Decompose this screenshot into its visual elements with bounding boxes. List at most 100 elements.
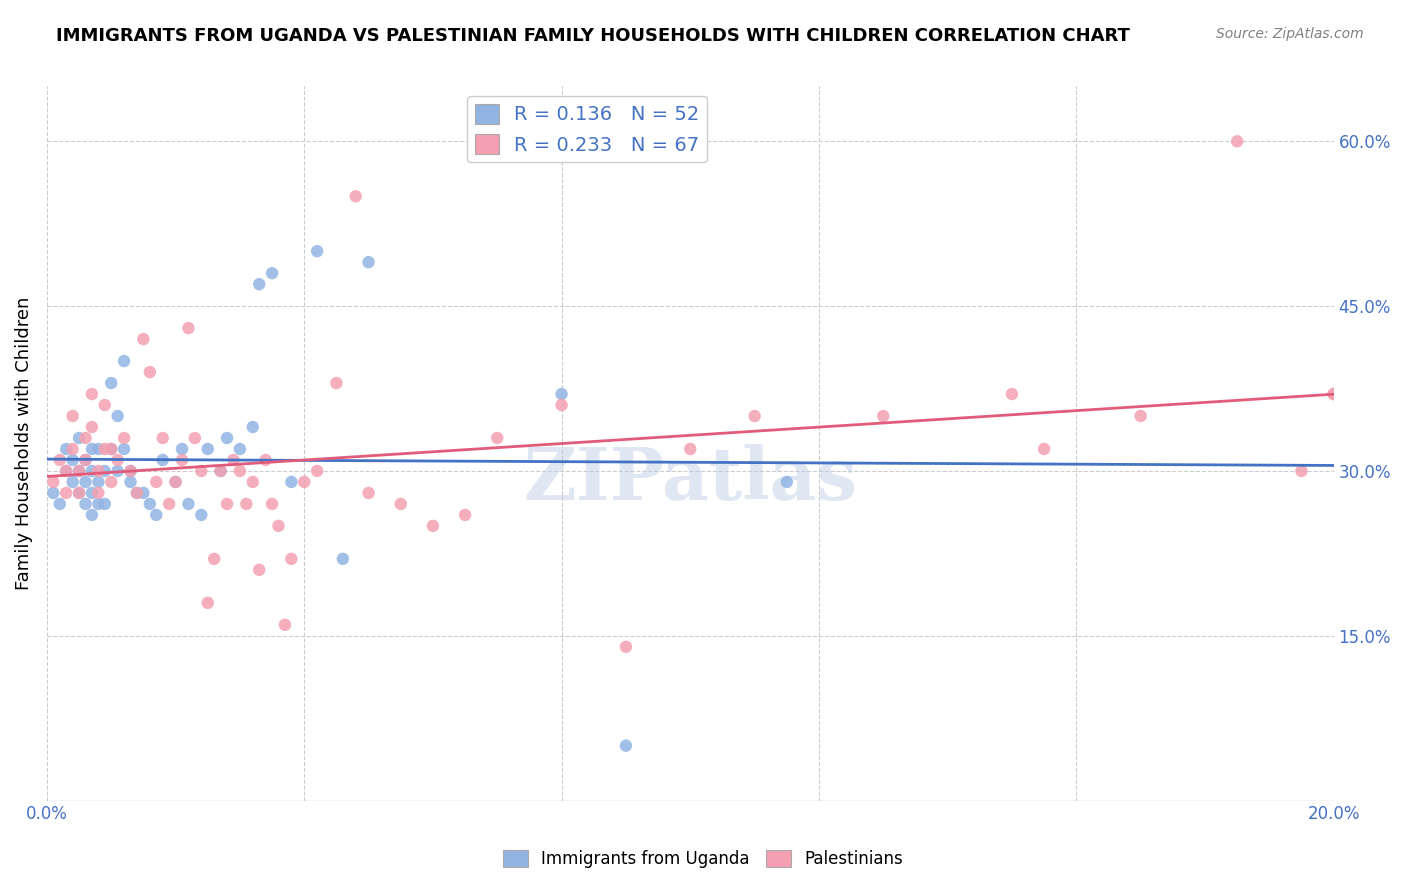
- Point: [107, 464, 129, 478]
- Point: [152, 431, 174, 445]
- Point: [62, 475, 84, 489]
- Point: [454, 508, 477, 522]
- Point: [262, 266, 284, 280]
- Point: [679, 442, 702, 456]
- Point: [222, 453, 245, 467]
- Point: [389, 497, 412, 511]
- Point: [94, 497, 117, 511]
- Point: [94, 398, 117, 412]
- Point: [190, 508, 212, 522]
- Point: [112, 354, 135, 368]
- Point: [87, 464, 110, 478]
- Point: [184, 431, 207, 445]
- Point: [744, 409, 766, 423]
- Point: [62, 409, 84, 423]
- Point: [325, 376, 347, 390]
- Point: [357, 255, 380, 269]
- Point: [1226, 134, 1249, 148]
- Point: [614, 640, 637, 654]
- Point: [165, 475, 187, 489]
- Point: [209, 464, 232, 478]
- Point: [42, 475, 65, 489]
- Point: [75, 453, 97, 467]
- Point: [197, 596, 219, 610]
- Point: [157, 497, 180, 511]
- Point: [55, 442, 77, 456]
- Point: [139, 365, 162, 379]
- Point: [67, 486, 90, 500]
- Point: [100, 442, 122, 456]
- Text: IMMIGRANTS FROM UGANDA VS PALESTINIAN FAMILY HOUSEHOLDS WITH CHILDREN CORRELATIO: IMMIGRANTS FROM UGANDA VS PALESTINIAN FA…: [56, 27, 1130, 45]
- Point: [42, 486, 65, 500]
- Point: [202, 552, 225, 566]
- Text: ZIPatlas: ZIPatlas: [523, 443, 858, 515]
- Point: [120, 464, 142, 478]
- Point: [67, 431, 90, 445]
- Point: [87, 442, 110, 456]
- Point: [100, 475, 122, 489]
- Point: [75, 453, 97, 467]
- Point: [94, 464, 117, 478]
- Point: [87, 486, 110, 500]
- Point: [145, 475, 167, 489]
- Point: [49, 453, 72, 467]
- Point: [1033, 442, 1056, 456]
- Point: [262, 497, 284, 511]
- Point: [776, 475, 799, 489]
- Point: [62, 442, 84, 456]
- Point: [87, 475, 110, 489]
- Legend: R = 0.136   N = 52, R = 0.233   N = 67: R = 0.136 N = 52, R = 0.233 N = 67: [467, 96, 707, 162]
- Point: [75, 475, 97, 489]
- Point: [100, 376, 122, 390]
- Point: [67, 464, 90, 478]
- Point: [55, 464, 77, 478]
- Point: [1323, 387, 1346, 401]
- Point: [120, 464, 142, 478]
- Point: [215, 497, 238, 511]
- Point: [49, 497, 72, 511]
- Point: [267, 519, 290, 533]
- Point: [132, 332, 155, 346]
- Point: [145, 508, 167, 522]
- Point: [94, 442, 117, 456]
- Point: [550, 387, 572, 401]
- Point: [215, 431, 238, 445]
- Point: [139, 497, 162, 511]
- Point: [209, 464, 232, 478]
- Point: [55, 486, 77, 500]
- Point: [165, 475, 187, 489]
- Point: [100, 442, 122, 456]
- Point: [307, 464, 329, 478]
- Point: [177, 497, 200, 511]
- Point: [550, 398, 572, 412]
- Point: [292, 475, 315, 489]
- Point: [80, 387, 103, 401]
- Point: [332, 552, 354, 566]
- Point: [55, 464, 77, 478]
- Point: [229, 464, 252, 478]
- Point: [247, 563, 270, 577]
- Legend: Immigrants from Uganda, Palestinians: Immigrants from Uganda, Palestinians: [496, 843, 910, 875]
- Point: [307, 244, 329, 259]
- Point: [87, 497, 110, 511]
- Point: [1323, 387, 1346, 401]
- Point: [62, 453, 84, 467]
- Point: [280, 552, 302, 566]
- Point: [344, 189, 367, 203]
- Point: [235, 497, 257, 511]
- Point: [80, 420, 103, 434]
- Point: [422, 519, 444, 533]
- Point: [125, 486, 148, 500]
- Point: [80, 486, 103, 500]
- Point: [1129, 409, 1152, 423]
- Point: [247, 277, 270, 292]
- Point: [614, 739, 637, 753]
- Point: [197, 442, 219, 456]
- Point: [80, 464, 103, 478]
- Point: [1001, 387, 1024, 401]
- Point: [120, 475, 142, 489]
- Point: [872, 409, 894, 423]
- Point: [242, 475, 264, 489]
- Point: [107, 409, 129, 423]
- Point: [1291, 464, 1313, 478]
